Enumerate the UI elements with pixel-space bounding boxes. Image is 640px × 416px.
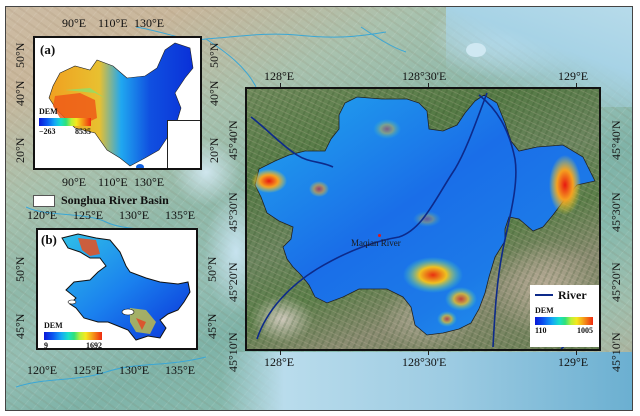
sea-south — [221, 352, 632, 410]
main-dem-colorbar — [535, 317, 593, 325]
panel-b-top-tick-120e: 120°E — [27, 208, 58, 222]
panel-b-right-tick-45n: 45°N — [205, 313, 219, 339]
main-top-tick-mark — [576, 83, 577, 87]
main-top-tick-128e: 128°E — [264, 69, 295, 83]
main-bottom-tick-128-30e: 128°30'E — [402, 355, 447, 369]
panel-b-bottom-tick-130e: 130°E — [119, 363, 150, 377]
panel-b-top-tick-130e: 130°E — [119, 208, 150, 222]
main-top-tick-mark — [428, 83, 429, 87]
panel-b-label: (b) — [41, 232, 57, 247]
panel-a-dem-colorbar — [39, 118, 91, 126]
main-dem-title: DEM — [535, 306, 554, 315]
panel-a-left-tick-20n: 20°N — [13, 137, 27, 163]
panel-a-top-tick-90e: 90°E — [62, 16, 87, 30]
main-bottom-tick-129e: 129°E — [558, 355, 589, 369]
panel-b-top-tick-125e: 125°E — [73, 208, 104, 222]
main-dem-min: 110 — [535, 326, 547, 335]
main-dem-legend: DEM 110 1005 — [535, 307, 593, 335]
main-bottom-tick-mark — [576, 351, 577, 355]
main-left-tick-45-10n: 45°10'N — [226, 332, 240, 372]
main-bottom-tick-mark — [280, 351, 281, 355]
main-left-tick-45-40n: 45°40'N — [226, 120, 240, 160]
panel-a-dem-min: −263 — [39, 127, 56, 136]
panel-a-label: (a) — [40, 42, 56, 57]
panel-a-left-tick-50n: 50°N — [13, 42, 27, 68]
panel-a-top-tick-110e: 110°E — [98, 16, 128, 30]
maqian-basin-dem — [250, 92, 599, 349]
basin-swatch — [33, 194, 55, 207]
panel-a-left-tick-40n: 40°N — [13, 80, 27, 106]
panel-b-left-tick-50n: 50°N — [13, 256, 27, 282]
panel-b-songhua-map: (b) DEM 9 1692 — [36, 228, 198, 350]
basin-outlet-point — [378, 234, 381, 237]
panel-a-bottom-tick-110e: 110°E — [98, 175, 128, 189]
main-top-tick-129e: 129°E — [558, 69, 589, 83]
river-legend-label: River — [558, 288, 587, 302]
songhua-basin-legend: Songhua River Basin — [33, 193, 169, 208]
south-china-sea-inset — [167, 120, 200, 168]
panel-b-top-tick-135e: 135°E — [165, 208, 196, 222]
songhua-dem-map — [61, 233, 191, 341]
river-legend-line — [535, 294, 553, 296]
panel-a-dem-title: DEM — [39, 107, 58, 116]
panel-a-dem-max: 8535 — [75, 127, 91, 136]
main-left-tick-45-30n: 45°30'N — [226, 192, 240, 232]
main-bottom-tick-128e: 128°E — [264, 355, 295, 369]
panel-b-bottom-tick-135e: 135°E — [165, 363, 196, 377]
panel-a-bottom-tick-130e: 130°E — [134, 175, 165, 189]
panel-b-dem-min: 9 — [44, 341, 48, 350]
panel-a-right-tick-20n: 20°N — [207, 137, 221, 163]
panel-b-dem-colorbar — [44, 332, 102, 340]
main-right-tick-45-40n: 45°40'N — [609, 120, 623, 160]
maqian-river-label: Maqian River — [351, 238, 401, 248]
main-right-tick-45-20n: 45°20'N — [609, 262, 623, 302]
basemap-rivers — [15, 26, 486, 388]
panel-b-dem-legend: DEM 9 1692 — [44, 321, 102, 350]
china-dem-map — [48, 42, 194, 168]
panel-b-dem-max: 1692 — [86, 341, 102, 350]
main-left-tick-45-20n: 45°20'N — [226, 262, 240, 302]
panel-a-dem-legend: DEM −263 8535 — [39, 108, 91, 136]
panel-b-dem-title: DEM — [44, 321, 63, 330]
basin-legend-label: Songhua River Basin — [61, 193, 169, 207]
panel-b-bottom-tick-125e: 125°E — [73, 363, 104, 377]
panel-b-left-tick-45n: 45°N — [13, 313, 27, 339]
panel-b-bottom-tick-120e: 120°E — [27, 363, 58, 377]
panel-b-right-tick-50n: 50°N — [205, 256, 219, 282]
panel-a-bottom-tick-90e: 90°E — [62, 175, 87, 189]
main-top-tick-mark — [280, 83, 281, 87]
main-maqian-basin-map: Maqian River River DEM 110 1005 — [245, 87, 601, 351]
main-dem-max: 1005 — [577, 326, 593, 335]
panel-a-china-map: (a) DEM −263 8535 — [33, 36, 202, 170]
main-bottom-tick-mark — [428, 351, 429, 355]
main-right-tick-45-30n: 45°30'N — [609, 192, 623, 232]
panel-a-top-tick-130e: 130°E — [134, 16, 165, 30]
main-map-legend: River DEM 110 1005 — [530, 285, 599, 347]
main-right-tick-45-10n: 45°10'N — [609, 332, 623, 372]
main-top-tick-128-30e: 128°30'E — [402, 69, 447, 83]
panel-a-right-tick-50n: 50°N — [207, 42, 221, 68]
panel-a-right-tick-40n: 40°N — [207, 80, 221, 106]
